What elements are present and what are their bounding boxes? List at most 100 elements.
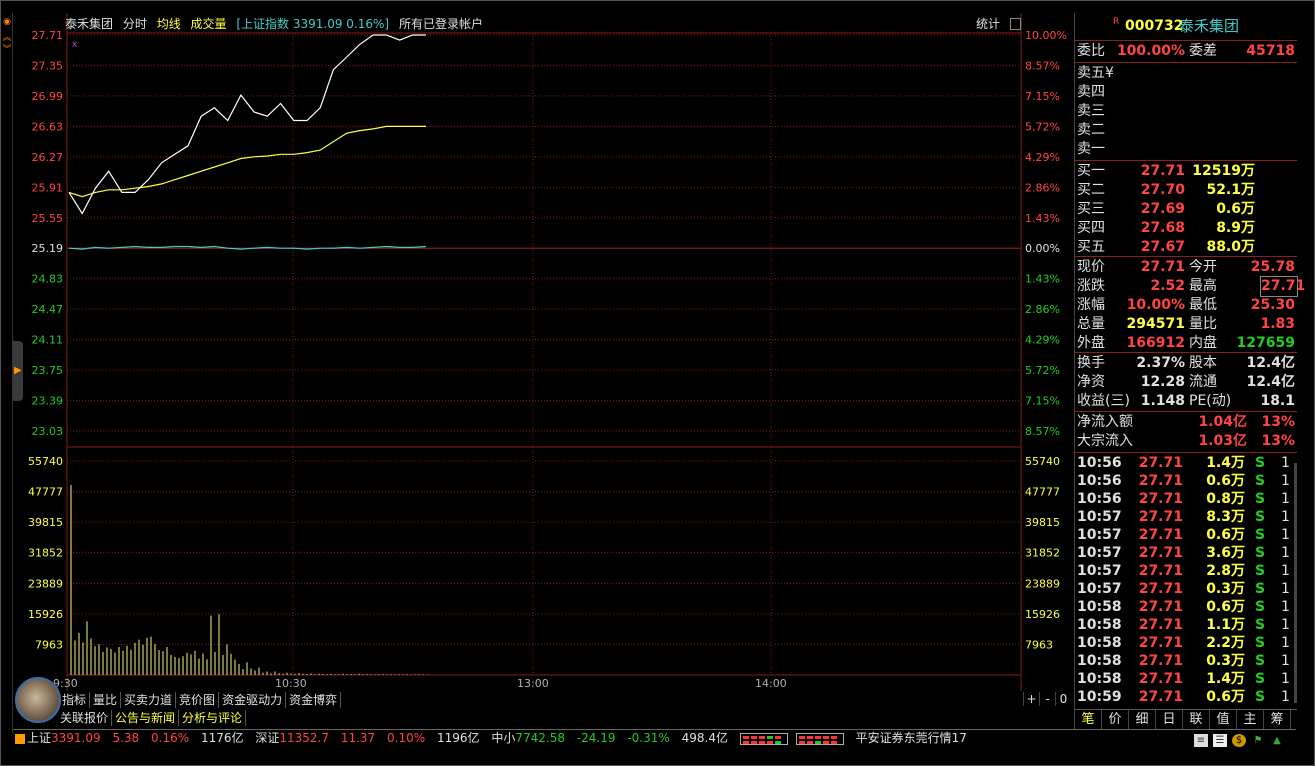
- price-tick-label: 26.63: [32, 120, 64, 133]
- fundamental-row: 收益(三) 1.148 PE(动) 18.1: [1075, 392, 1297, 411]
- pct-tick-label: 2.86%: [1025, 181, 1060, 194]
- alert-icon[interactable]: $: [1232, 734, 1246, 747]
- quote-tab[interactable]: 日: [1156, 710, 1183, 729]
- news-tab[interactable]: 关联报价: [57, 710, 113, 726]
- stats-checkbox[interactable]: [1010, 18, 1021, 30]
- collapse-up-icon[interactable]: ︽: [2, 33, 12, 43]
- stat-value: 18.1: [1260, 393, 1295, 409]
- market-breadth-bars-2: [795, 732, 844, 745]
- quote-tab[interactable]: 价: [1102, 710, 1129, 729]
- indicator-tab[interactable]: 资金驱动力: [219, 692, 287, 708]
- stat-value: 12.28: [1140, 374, 1185, 390]
- target-icon[interactable]: ◉: [3, 17, 11, 27]
- time-tick-label: 9:30: [53, 677, 78, 690]
- buy-price: 27.69: [1140, 201, 1185, 217]
- quote-stock-name: 泰禾集团: [1179, 17, 1240, 35]
- message-icon[interactable]: ≡: [1194, 734, 1208, 747]
- tick-price: 27.71: [1138, 599, 1183, 615]
- volume-tick-label: 31852: [28, 547, 63, 560]
- quote-tab[interactable]: 笔: [1075, 710, 1102, 729]
- tick-row: 10:57 27.71 2.8万 S 1: [1075, 562, 1297, 580]
- zx-amount: 498.4亿: [681, 731, 728, 745]
- flow-pct: 13%: [1261, 433, 1295, 449]
- tick-side: S: [1255, 653, 1266, 669]
- separator: [1075, 256, 1297, 257]
- zx-value: 7742.58: [515, 731, 565, 745]
- buy-price: 27.68: [1140, 220, 1185, 236]
- news-tab[interactable]: 公告与新闻: [112, 710, 180, 726]
- stats-button[interactable]: 统计: [976, 17, 1001, 31]
- buy-order-row: 买四 27.68 8.9万: [1075, 219, 1297, 238]
- indicator-tab[interactable]: 竞价图: [176, 692, 220, 708]
- tab-intraday[interactable]: 分时: [122, 17, 147, 31]
- tick-side: S: [1255, 473, 1266, 489]
- connection-icon: ⚑: [1253, 735, 1263, 746]
- zoom-button[interactable]: -: [1039, 692, 1055, 706]
- stat-label: 涨跌: [1077, 278, 1105, 294]
- tick-side: S: [1255, 545, 1266, 561]
- quote-tab[interactable]: 联: [1183, 710, 1210, 729]
- tick-volume: 0.3万: [1206, 581, 1245, 597]
- indicator-tab[interactable]: 指标: [59, 692, 91, 708]
- accounts-label[interactable]: 所有已登录帐户: [398, 17, 483, 31]
- quote-tab[interactable]: 值: [1210, 710, 1237, 729]
- avatar[interactable]: [15, 677, 61, 723]
- tick-volume: 0.6万: [1206, 473, 1245, 489]
- volume-tick-label: 31852: [1025, 547, 1060, 560]
- menu-icon[interactable]: [15, 733, 25, 744]
- zx-pct: -0.31%: [627, 731, 670, 745]
- tick-count: 1: [1281, 563, 1290, 579]
- tick-side: S: [1255, 671, 1266, 687]
- separator: [1075, 160, 1297, 161]
- stat-value: 294571: [1126, 316, 1185, 332]
- tick-price: 27.71: [1138, 455, 1183, 471]
- stat-value: 10.00%: [1126, 297, 1185, 313]
- indicator-tab[interactable]: 买卖力道: [121, 692, 177, 708]
- intraday-chart[interactable]: 27.71 27.35 26.99 26.63 26.27 25.91 25.55 25.19…: [1, 1, 1074, 701]
- pct-tick-label: 7.15%: [1025, 395, 1060, 408]
- buy-order-row: 买三 27.69 0.6万: [1075, 200, 1297, 219]
- sell-order-row: 卖五¥: [1075, 64, 1297, 83]
- volume-tick-label: 15926: [1025, 608, 1060, 621]
- tick-side: S: [1255, 689, 1266, 705]
- price-tick-label: 23.75: [32, 364, 64, 377]
- collapse-down-icon[interactable]: ︾: [2, 45, 12, 55]
- quote-tab[interactable]: 主: [1237, 710, 1264, 729]
- tick-side: S: [1255, 509, 1266, 525]
- news-tab[interactable]: 分析与评论: [179, 710, 247, 726]
- price-tick-label: 25.19: [32, 242, 64, 255]
- stat-row: 涨幅 10.00% 最低 25.30: [1075, 296, 1297, 315]
- buy-label: 买二: [1077, 182, 1105, 198]
- quote-tab[interactable]: 筹: [1264, 710, 1291, 729]
- pct-tick-label: 5.72%: [1025, 364, 1060, 377]
- tick-scrollbar[interactable]: [1294, 463, 1297, 703]
- sell-label: 卖二: [1077, 122, 1105, 138]
- avg-line: [68, 125, 426, 198]
- sh-label: 上证: [27, 731, 52, 745]
- stat-label: 现价: [1077, 259, 1105, 275]
- sell-label: 卖四: [1077, 84, 1105, 100]
- zoom-button[interactable]: +: [1023, 692, 1039, 706]
- list-icon[interactable]: ☰: [1213, 734, 1227, 747]
- tick-time: 10:58: [1077, 653, 1122, 669]
- indicator-tab[interactable]: 量比: [90, 692, 122, 708]
- volume-tick-label: 7963: [35, 638, 63, 651]
- tick-count: 1: [1281, 545, 1290, 561]
- tick-time: 10:57: [1077, 581, 1122, 597]
- quote-tab[interactable]: 细: [1129, 710, 1156, 729]
- stat-row: 涨跌 2.52 最高 27.71: [1075, 276, 1305, 297]
- flow-row: 大宗流入 1.03亿 13%: [1075, 432, 1297, 451]
- sh-pct: 0.16%: [151, 731, 190, 745]
- volume-tick-label: 7963: [1025, 638, 1053, 651]
- stat-label: 内盘: [1189, 335, 1217, 351]
- zoom-button[interactable]: 0: [1055, 692, 1071, 706]
- tick-price: 27.71: [1138, 671, 1183, 687]
- buy-order-row: 买五 27.67 88.0万: [1075, 238, 1297, 257]
- indicator-tab[interactable]: 资金博弈: [286, 692, 342, 708]
- tick-price: 27.71: [1138, 527, 1183, 543]
- quote-panel-tabs: 笔价细日联值主筹: [1075, 709, 1297, 729]
- separator: [1075, 352, 1297, 353]
- buy-label: 买三: [1077, 201, 1105, 217]
- left-panel-toggle[interactable]: ▶: [13, 341, 23, 401]
- volume-label: 成交量: [190, 17, 227, 31]
